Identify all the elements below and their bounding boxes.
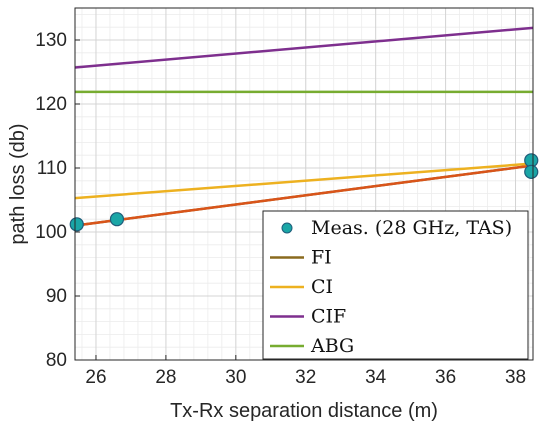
legend: Meas. (28 GHz, TAS) FI CI CIF ABG: [262, 210, 529, 360]
series-line-ci: [74, 162, 534, 200]
marker-layer: [69, 153, 539, 232]
x-tick-label: 30: [225, 367, 246, 388]
x-axis-label: Tx-Rx separation distance (m): [170, 400, 438, 422]
y-tick-label: 130: [35, 30, 67, 51]
y-tick-label: 120: [35, 94, 67, 115]
x-tick-label: 36: [435, 367, 456, 388]
measurement-point: [109, 212, 125, 227]
y-axis-label: path loss (db): [7, 123, 29, 244]
x-tick-label: 26: [85, 367, 106, 388]
x-tick-label: 32: [295, 367, 316, 388]
series-line-cif: [74, 26, 534, 69]
measurement-point: [524, 164, 539, 179]
legend-label: ABG: [310, 335, 354, 357]
legend-label: FI: [311, 247, 332, 269]
legend-label: CI: [311, 276, 333, 298]
legend-label: Meas. (28 GHz, TAS): [311, 217, 512, 239]
y-tick-label: 90: [46, 286, 67, 307]
series-layer: [74, 26, 534, 227]
plot-frame: [74, 7, 534, 361]
ticks-layer: 26 28 30 32 34 36 38 80 90 100 110 120 130: [35, 30, 526, 388]
x-tick-label: 34: [365, 367, 387, 388]
y-tick-label: 80: [46, 350, 67, 371]
legend-box: [262, 210, 529, 360]
x-tick-label: 38: [505, 367, 526, 388]
x-tick-label: 28: [155, 367, 176, 388]
legend-label: CIF: [311, 306, 346, 328]
y-tick-label: 100: [35, 222, 67, 243]
measurement-point: [69, 217, 84, 232]
series-line-fit: [74, 164, 534, 227]
y-tick-label: 110: [37, 158, 67, 179]
legend-marker: [281, 222, 293, 234]
